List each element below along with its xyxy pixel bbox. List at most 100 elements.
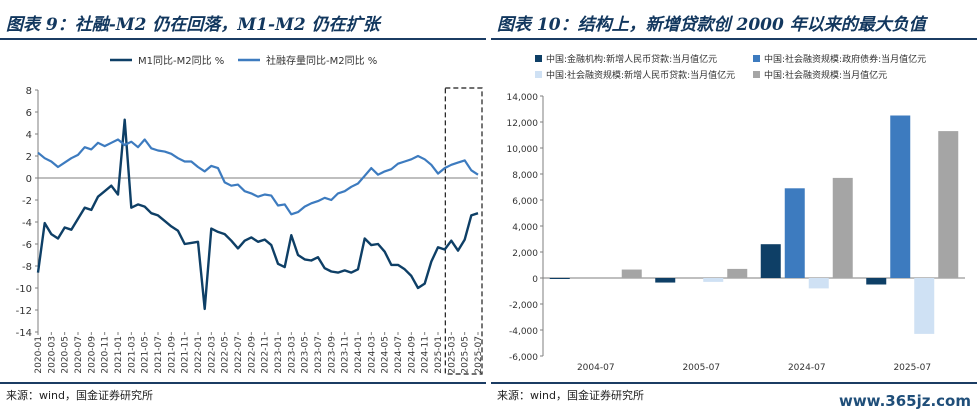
legend-label-1: 社融存量同比-M2同比 % [266, 54, 377, 67]
left-title-rule [0, 38, 486, 40]
y-tick-label: -4 [22, 218, 32, 229]
bar-3-3 [938, 131, 959, 278]
x-tick-label: 2020-07 [74, 336, 84, 374]
y-tick-label: 0 [26, 174, 32, 185]
x-tick-label: 2021-11 [181, 336, 191, 374]
highlight-box [444, 87, 483, 375]
x-tick-label: 2021-01 [114, 336, 124, 374]
x-tick-label: 2021-07 [154, 336, 164, 374]
x-tick-label: 2020-05 [61, 336, 71, 374]
x-tick-label: 2024-03 [367, 336, 377, 374]
x-tick-label: 2024-01 [354, 336, 364, 374]
right-figure-title: 图表 10：结构上，新增贷款创 2000 年以来的最大负值 [497, 15, 926, 35]
legend-swatch-3 [753, 71, 760, 78]
x-tick-label: 2023-05 [301, 336, 311, 374]
x-tick-label: 2024-05 [381, 336, 391, 374]
x-tick-label: 2022-03 [207, 336, 217, 374]
legend-swatch-1 [753, 55, 760, 62]
bar-3-2 [914, 278, 935, 334]
x-tick-label: 2025-07 [893, 363, 931, 373]
bar-3-1 [890, 115, 911, 278]
x-tick-label: 2024-07 [394, 336, 404, 374]
x-tick-label: 2022-09 [247, 336, 257, 374]
right-title-rule [491, 38, 977, 40]
y-tick-label: 10,000 [507, 145, 539, 155]
x-tick-label: 2023-11 [341, 336, 351, 374]
x-tick-label: 2023-01 [274, 336, 284, 374]
left-source-text: 来源：wind，国金证券研究所 [6, 389, 154, 402]
x-tick-label: 2020-03 [47, 336, 57, 374]
x-tick-label: 2023-03 [287, 336, 297, 374]
x-tick-label: 2024-09 [407, 336, 417, 374]
x-tick-label: 2004-07 [577, 363, 615, 373]
bar-0-0 [549, 278, 570, 279]
legend-label-1: 中国:社会融资规模:政府债券:当月值亿元 [764, 53, 926, 65]
y-tick-label: 8,000 [512, 171, 538, 181]
left-figure-panel: 图表 9：社融-M2 仍在回落，M1-M2 仍在扩张 -14 -12 -10 -8 -6… [0, 0, 486, 420]
y-tick-label: -10 [16, 284, 32, 295]
x-tick-label: 2020-01 [34, 336, 44, 374]
legend-label-3: 中国:社会融资规模:当月值亿元 [764, 69, 887, 81]
x-tick-label: 2025-07 [474, 336, 484, 374]
y-tick-label: -2,000 [509, 301, 538, 311]
x-tick-label: 2021-09 [167, 336, 177, 374]
y-tick-label: 0 [532, 275, 538, 285]
right-source-text: 来源：wind，国金证券研究所 [497, 389, 645, 402]
x-tick-label: 2024-07 [788, 363, 826, 373]
x-tick-label: 2025-01 [434, 336, 444, 374]
y-tick-label: 12,000 [507, 119, 539, 129]
y-tick-label: -14 [16, 328, 32, 339]
x-tick-label: 2022-05 [221, 336, 231, 374]
x-tick-label: 2025-05 [461, 336, 471, 374]
x-tick-label: 2022-11 [261, 336, 271, 374]
x-tick-label: 2024-11 [421, 336, 431, 374]
bar-1-3 [727, 268, 748, 278]
x-tick-label: 2023-07 [314, 336, 324, 374]
y-tick-label: 8 [26, 86, 32, 97]
legend-swatch-2 [535, 71, 542, 78]
y-tick-label: -8 [22, 262, 32, 273]
y-tick-label: -6,000 [509, 353, 538, 363]
x-tick-label: 2020-09 [87, 336, 97, 374]
y-tick-label: -4,000 [509, 327, 538, 337]
legend-label-0: 中国:金融机构:新增人民币贷款:当月值亿元 [546, 53, 717, 65]
bar-1-0 [655, 278, 676, 283]
series-line-0 [36, 118, 479, 311]
x-tick-label: 2005-07 [682, 363, 720, 373]
y-tick-label: 6 [26, 108, 32, 119]
bar-2-3 [832, 177, 853, 278]
x-tick-label: 2025-03 [447, 336, 457, 374]
y-tick-label: 6,000 [512, 197, 538, 207]
legend-label-2: 中国:社会融资规模:新增人民币贷款:当月值亿元 [546, 69, 735, 81]
right-source-rule [491, 382, 977, 384]
left-figure-title: 图表 9：社融-M2 仍在回落，M1-M2 仍在扩张 [6, 15, 380, 35]
x-tick-label: 2020-11 [101, 336, 111, 374]
series-line-1 [37, 138, 479, 216]
left-source-rule [0, 382, 486, 384]
bar-2-1 [784, 188, 805, 278]
right-figure-panel: 图表 10：结构上，新增贷款创 2000 年以来的最大负值 -6,000 -4,0… [491, 0, 977, 420]
legend-label-0: M1同比-M2同比 % [138, 55, 224, 67]
line-chart: -14 -12 -10 -8 -6 -4 -2 0 2 4 6 8 2020-01 2020-03 2020… [16, 54, 484, 375]
y-tick-label: -12 [16, 306, 32, 317]
bar-1-2 [703, 278, 724, 282]
watermark: www.365jz.com [838, 392, 971, 410]
x-tick-label: 2022-01 [194, 336, 204, 374]
bar-3-0 [866, 278, 887, 285]
x-tick-label: 2022-07 [234, 336, 244, 374]
x-tick-label: 2021-03 [127, 336, 137, 374]
y-tick-label: -6 [22, 240, 32, 251]
bar-0-3 [621, 269, 642, 278]
y-tick-label: 2 [26, 152, 32, 163]
y-tick-label: 2,000 [512, 249, 538, 259]
bar-chart: -6,000 -4,000 -2,000 0 2,000 4,000 6,000 8,000 1… [507, 53, 965, 373]
x-tick-label: 2021-05 [141, 336, 151, 374]
x-tick-label: 2023-09 [327, 336, 337, 374]
y-tick-label: 14,000 [507, 93, 539, 103]
y-tick-label: -2 [22, 196, 32, 207]
legend-swatch-0 [535, 55, 542, 62]
y-tick-label: 4 [26, 130, 32, 141]
bar-2-2 [808, 278, 829, 289]
bar-2-0 [760, 244, 781, 278]
y-tick-label: 4,000 [512, 223, 538, 233]
